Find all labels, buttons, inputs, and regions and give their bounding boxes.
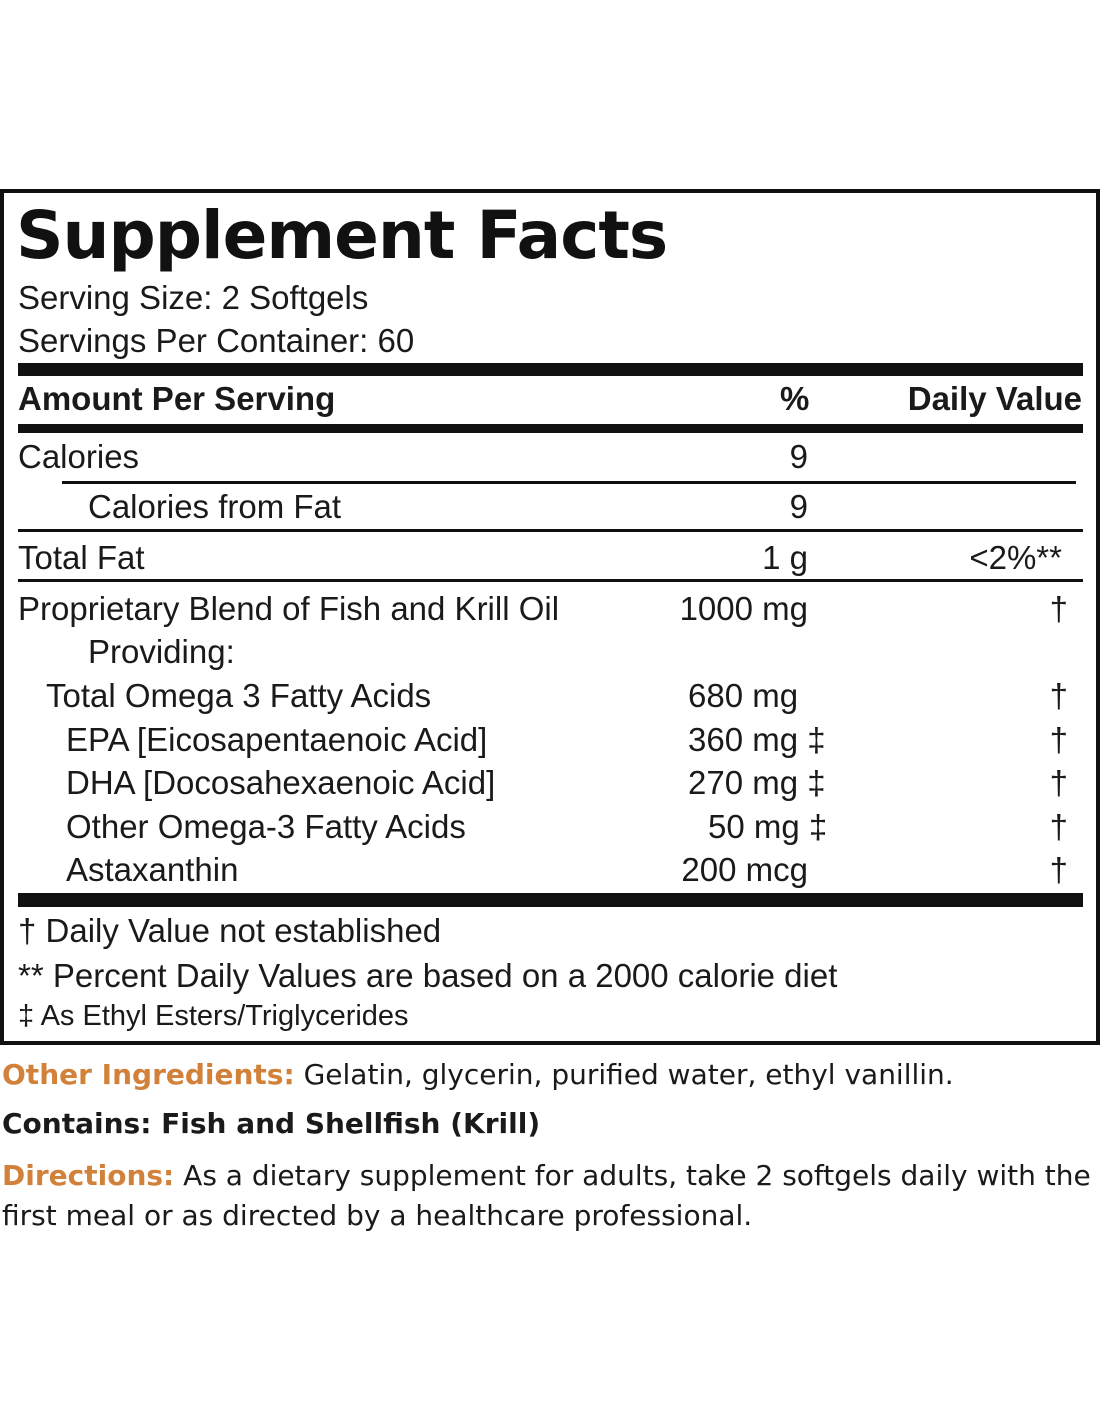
row-amount: 1000 mg	[679, 590, 808, 627]
header-daily-value: Daily Value	[907, 380, 1082, 417]
row-daily-value: †	[1049, 590, 1068, 627]
header-amount-per-serving: Amount Per Serving	[18, 380, 336, 417]
row-name: Calories from Fat	[88, 488, 342, 525]
row-amount: 50 mg ‡	[708, 808, 828, 845]
row-name: Other Omega-3 Fatty Acids	[66, 808, 466, 845]
row-daily-value: †	[1049, 808, 1068, 845]
row-name: Total Fat	[18, 539, 145, 576]
footnote-ethyl-esters: ‡ As Ethyl Esters/Triglycerides	[18, 1000, 409, 1032]
header-percent: %	[780, 380, 810, 417]
row-name: Astaxanthin	[66, 851, 239, 888]
row-amount: 1 g	[762, 539, 808, 576]
row-daily-value: †	[1049, 764, 1068, 801]
row-daily-value: †	[1049, 721, 1068, 758]
serving-size: Serving Size: 2 Softgels	[18, 279, 369, 316]
medium-divider	[18, 424, 1083, 433]
row-name: Total Omega 3 Fatty Acids	[46, 677, 432, 714]
supplement-facts-panel	[0, 189, 1100, 1045]
row-amount: 200 mcg	[681, 851, 808, 888]
allergen-statement: Contains: Fish and Shellfish (Krill)	[2, 1107, 541, 1140]
footnote-percent-dv: ** Percent Daily Values are based on a 2…	[18, 957, 838, 994]
directions-text: As a dietary supplement for adults, take…	[2, 1159, 1091, 1232]
other-ingredients-text: Gelatin, glycerin, purified water, ethyl…	[294, 1058, 954, 1091]
row-amount: 9	[789, 438, 808, 475]
footnote-dagger: † Daily Value not established	[18, 912, 442, 949]
directions: Directions: As a dietary supplement for …	[2, 1156, 1092, 1236]
row-daily-value: †	[1049, 851, 1068, 888]
row-name: Proprietary Blend of Fish and Krill Oil	[18, 590, 560, 627]
servings-per-container: Servings Per Container: 60	[18, 322, 415, 359]
row-name: Calories	[18, 438, 140, 475]
row-daily-value: †	[1049, 677, 1068, 714]
panel-title: Supplement Facts	[16, 197, 668, 274]
row-name: DHA [Docosahexaenoic Acid]	[66, 764, 496, 801]
row-divider	[18, 529, 1083, 532]
row-amount: 9	[789, 488, 808, 525]
thick-divider	[18, 363, 1083, 376]
row-amount: 270 mg ‡	[688, 764, 826, 801]
row-divider	[18, 579, 1083, 582]
other-ingredients: Other Ingredients: Gelatin, glycerin, pu…	[2, 1055, 954, 1095]
other-ingredients-label: Other Ingredients:	[2, 1058, 295, 1091]
row-amount: 360 mg ‡	[688, 721, 826, 758]
row-divider	[62, 481, 1076, 484]
thick-divider	[18, 893, 1083, 907]
directions-label: Directions:	[2, 1159, 175, 1192]
row-amount: 680 mg	[688, 677, 799, 714]
row-daily-value: <2%**	[969, 539, 1062, 576]
row-name: EPA [Eicosapentaenoic Acid]	[66, 721, 488, 758]
row-name: Providing:	[88, 633, 235, 670]
